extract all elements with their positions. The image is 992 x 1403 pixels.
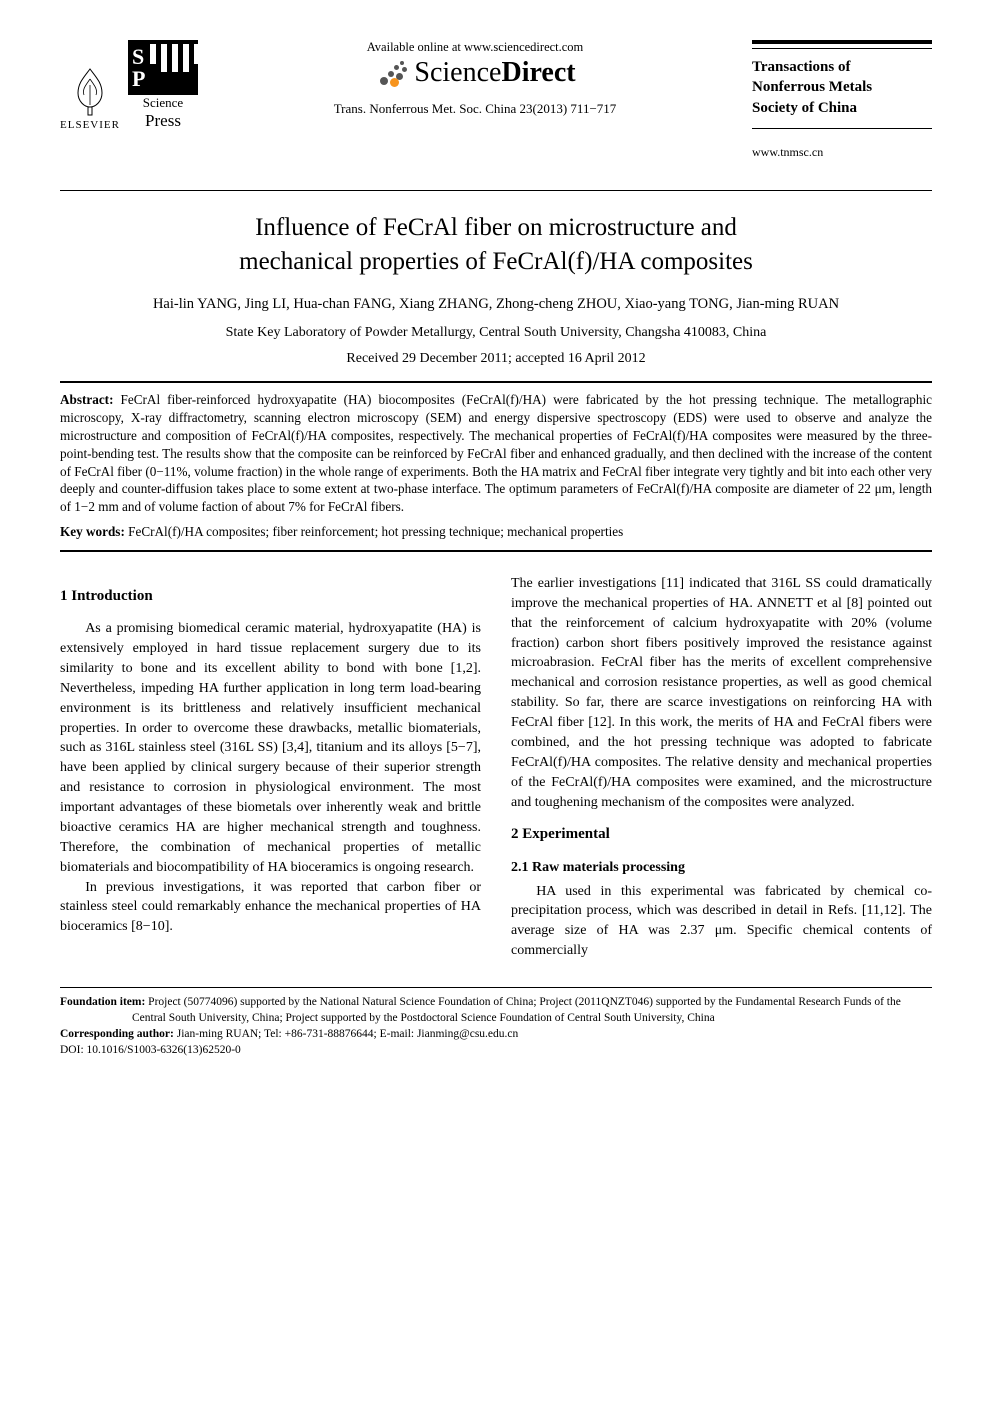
paper-title-line1: Influence of FeCrAl fiber on microstruct…: [60, 211, 932, 245]
sp-bars-icon: [150, 44, 200, 72]
doi-line: DOI: 10.1016/S1003-6326(13)62520-0: [60, 1042, 932, 1058]
body-columns: 1 Introduction As a promising biomedical…: [60, 574, 932, 961]
science-press-logo: S P Science Press: [128, 40, 198, 131]
journal-title-2: Nonferrous Metals: [752, 77, 932, 97]
sd-bold: Direct: [501, 57, 575, 88]
subsection-2-1-heading: 2.1 Raw materials processing: [511, 858, 932, 878]
abstract-text: FeCrAl fiber-reinforced hydroxyapatite (…: [60, 392, 932, 514]
elsevier-label: ELSEVIER: [60, 119, 120, 131]
abstract-block: Abstract: FeCrAl fiber-reinforced hydrox…: [60, 391, 932, 516]
section-1-heading: 1 Introduction: [60, 586, 481, 607]
header-row: ELSEVIER S P Science Press Available onl…: [60, 40, 932, 160]
paper-title-line2: mechanical properties of FeCrAl(f)/HA co…: [60, 245, 932, 279]
publisher-logos: ELSEVIER S P Science Press: [60, 40, 198, 131]
elsevier-logo: ELSEVIER: [60, 61, 120, 131]
available-online-text: Available online at www.sciencedirect.co…: [213, 40, 737, 55]
sd-light: Science: [414, 57, 501, 88]
citation-line: Trans. Nonferrous Met. Soc. China 23(201…: [213, 101, 737, 117]
affiliation-line: State Key Laboratory of Powder Metallurg…: [60, 325, 932, 341]
left-column: 1 Introduction As a promising biomedical…: [60, 574, 481, 961]
sp-letter-p: P: [132, 66, 145, 91]
footer-block: Foundation item: Project (50774096) supp…: [60, 994, 932, 1058]
keywords-label: Key words:: [60, 524, 125, 539]
foundation-text: Project (50774096) supported by the Nati…: [132, 996, 901, 1024]
title-block: Influence of FeCrAl fiber on microstruct…: [60, 211, 932, 279]
paragraph: The earlier investigations [11] indicate…: [511, 574, 932, 813]
corresp-label: Corresponding author:: [60, 1028, 174, 1040]
keywords-block: Key words: FeCrAl(f)/HA composites; fibe…: [60, 524, 932, 540]
sp-science-label: Science: [143, 95, 183, 111]
rule-thin-2: [752, 128, 932, 129]
received-line: Received 29 December 2011; accepted 16 A…: [60, 351, 932, 367]
sd-dots-icon: [374, 59, 408, 87]
divider: [60, 190, 932, 191]
journal-title-1: Transactions of: [752, 57, 932, 77]
authors-line: Hai-lin YANG, Jing LI, Hua-chan FANG, Xi…: [60, 296, 932, 313]
divider: [60, 381, 932, 383]
paragraph: In previous investigations, it was repor…: [60, 878, 481, 938]
paragraph: HA used in this experimental was fabrica…: [511, 882, 932, 962]
divider: [60, 550, 932, 552]
footer-divider: [60, 987, 932, 988]
sciencedirect-logo: ScienceDirect: [213, 57, 737, 89]
sp-press-label: Press: [145, 111, 181, 131]
elsevier-tree-icon: [64, 65, 116, 117]
section-2-heading: 2 Experimental: [511, 824, 932, 845]
right-column: The earlier investigations [11] indicate…: [511, 574, 932, 961]
journal-title-3: Society of China: [752, 98, 932, 118]
foundation-item: Foundation item: Project (50774096) supp…: [60, 994, 932, 1026]
sciencedirect-text: ScienceDirect: [414, 57, 575, 89]
foundation-label: Foundation item:: [60, 996, 145, 1008]
abstract-label: Abstract:: [60, 392, 113, 407]
rule-thick: [752, 40, 932, 44]
center-header: Available online at www.sciencedirect.co…: [198, 40, 752, 117]
corresp-text: Jian-ming RUAN; Tel: +86-731-88876644; E…: [177, 1028, 519, 1040]
corresponding-author: Corresponding author: Jian-ming RUAN; Te…: [60, 1026, 932, 1042]
journal-url: www.tnmsc.cn: [752, 145, 932, 160]
paragraph: As a promising biomedical ceramic materi…: [60, 619, 481, 877]
sp-square-icon: S P: [128, 40, 198, 95]
keywords-text: FeCrAl(f)/HA composites; fiber reinforce…: [128, 524, 623, 539]
journal-title-block: Transactions of Nonferrous Metals Societ…: [752, 40, 932, 160]
rule-thin: [752, 48, 932, 49]
